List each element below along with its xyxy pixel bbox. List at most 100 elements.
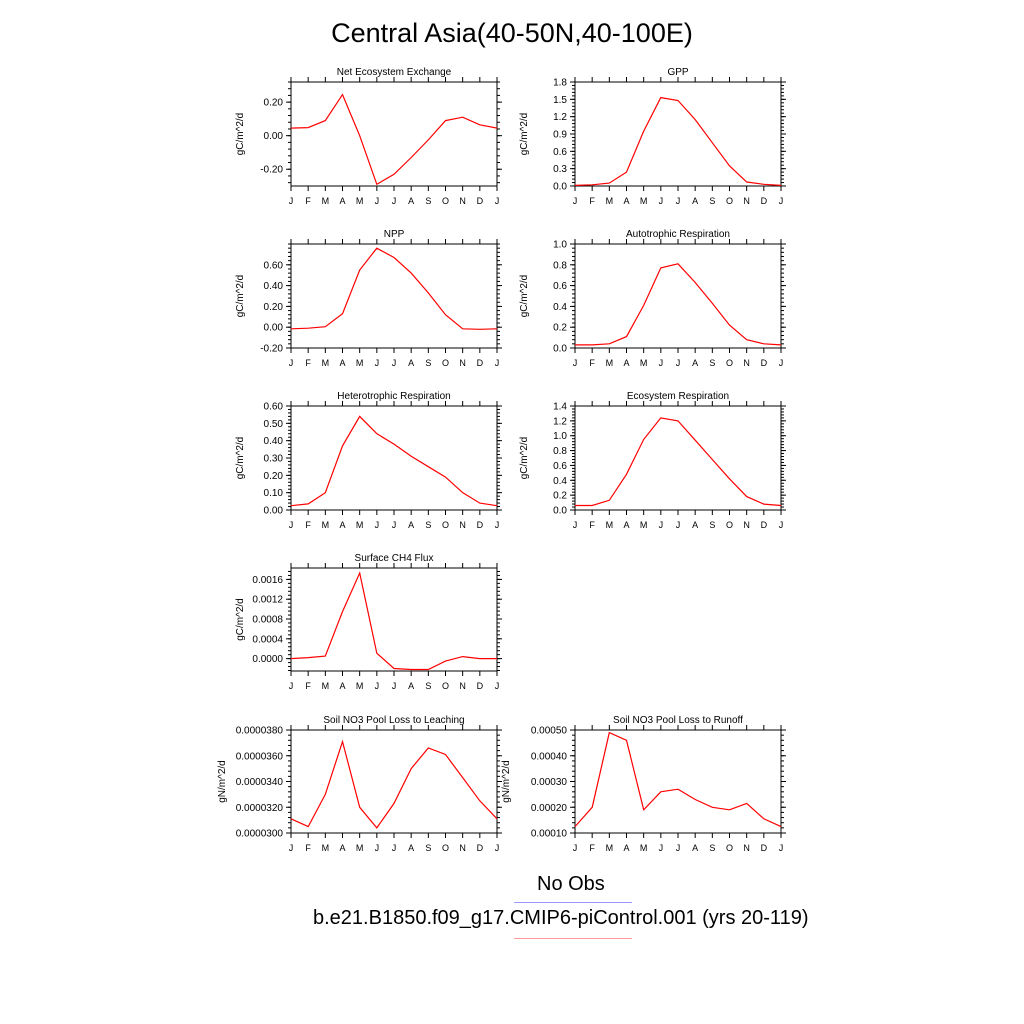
x-tick-label: A xyxy=(692,843,698,853)
y-tick-label: 0.60 xyxy=(264,402,284,413)
figure-title: Central Asia(40-50N,40-100E) xyxy=(331,18,693,48)
y-tick-label: 0.40 xyxy=(264,281,284,292)
x-tick-label: J xyxy=(676,196,681,206)
x-tick-label: J xyxy=(573,358,578,368)
y-tick-label: 0.0000360 xyxy=(236,751,284,762)
y-axis-label: gC/m^2/d xyxy=(519,113,530,156)
y-axis-label: gC/m^2/d xyxy=(519,437,530,480)
y-tick-label: 0.6 xyxy=(553,281,567,292)
x-tick-label: A xyxy=(339,681,345,691)
series-line-0 xyxy=(574,96,782,186)
x-tick-label: J xyxy=(573,520,578,530)
y-axis-label: gC/m^2/d xyxy=(235,437,246,480)
series-line-0 xyxy=(290,93,498,186)
plot-frame xyxy=(574,243,782,349)
x-tick-label: M xyxy=(640,196,648,206)
x-tick-label: J xyxy=(676,843,681,853)
x-tick-label: J xyxy=(392,681,397,691)
x-tick-label: A xyxy=(623,196,629,206)
x-tick-label: M xyxy=(606,196,614,206)
y-tick-label: 0.00020 xyxy=(531,803,568,814)
x-tick-label: A xyxy=(692,358,698,368)
y-tick-label: 0.20 xyxy=(264,98,284,109)
y-tick-label: 0.10 xyxy=(264,488,284,499)
x-tick-label: O xyxy=(442,358,449,368)
y-axis-label: gC/m^2/d xyxy=(519,275,530,318)
x-tick-label: M xyxy=(356,196,364,206)
panel-title: Surface CH4 Flux xyxy=(355,553,434,564)
panel-title: Heterotrophic Respiration xyxy=(337,391,450,402)
x-tick-label: J xyxy=(659,520,664,530)
y-tick-label: -0.20 xyxy=(260,165,283,176)
x-tick-label: D xyxy=(761,358,768,368)
x-tick-label: A xyxy=(623,358,629,368)
x-tick-label: N xyxy=(743,843,750,853)
x-tick-label: N xyxy=(459,358,466,368)
y-tick-label: 0.4 xyxy=(553,302,567,313)
x-tick-label: J xyxy=(289,681,294,691)
panel-3: J F M A M J J A S O N D J0.00.20.40.60.81.0Autotroph… xyxy=(519,229,786,368)
x-tick-label: J xyxy=(779,358,784,368)
x-tick-label: O xyxy=(442,843,449,853)
x-tick-label: D xyxy=(477,196,484,206)
x-tick-label: J xyxy=(392,843,397,853)
y-axis-label: gC/m^2/d xyxy=(235,113,246,156)
x-tick-label: F xyxy=(589,520,595,530)
panel-title: GPP xyxy=(667,67,688,78)
x-tick-label: J xyxy=(659,358,664,368)
y-axis-label: gC/m^2/d xyxy=(235,598,246,641)
x-tick-label: F xyxy=(305,196,311,206)
panel-2: J F M A M J J A S O N D J-0.200.000.200.400.60NPPgC/… xyxy=(235,229,502,368)
y-tick-label: 0.00 xyxy=(264,506,284,517)
x-tick-label: J xyxy=(659,843,664,853)
x-tick-label: D xyxy=(761,843,768,853)
y-tick-label: 0.0 xyxy=(553,344,567,355)
x-tick-label: J xyxy=(375,196,380,206)
x-tick-label: F xyxy=(305,520,311,530)
y-tick-label: 0.2 xyxy=(553,491,567,502)
x-tick-label: S xyxy=(425,520,431,530)
series-line-0 xyxy=(290,571,497,671)
series-line-0 xyxy=(290,739,498,829)
x-tick-label: F xyxy=(589,843,595,853)
y-tick-label: 1.0 xyxy=(553,431,567,442)
legend-line-model xyxy=(514,938,632,939)
x-tick-label: O xyxy=(442,520,449,530)
plot-frame xyxy=(290,81,498,187)
x-tick-label: J xyxy=(392,196,397,206)
y-tick-label: 0.00 xyxy=(264,131,284,142)
x-tick-label: N xyxy=(743,196,750,206)
panel-8: J F M A M J J A S O N D J0.000100.000200.000300.0004… xyxy=(501,715,786,853)
x-tick-label: J xyxy=(659,196,664,206)
y-tick-label: 0.0 xyxy=(553,506,567,517)
x-tick-label: O xyxy=(726,843,733,853)
y-tick-label: 1.0 xyxy=(553,240,567,251)
y-tick-label: -0.20 xyxy=(260,344,283,355)
y-tick-label: 0.8 xyxy=(553,446,567,457)
panel-1: J F M A M J J A S O N D J0.00.30.60.91.21.51.8GPPgC/… xyxy=(519,67,786,206)
y-tick-label: 0.0000 xyxy=(252,654,283,665)
x-tick-label: M xyxy=(356,843,364,853)
y-axis-label: gN/m^2/d xyxy=(501,760,512,803)
series-line-0 xyxy=(575,263,782,346)
x-tick-label: M xyxy=(322,196,330,206)
x-tick-label: M xyxy=(322,681,330,691)
y-tick-label: 0.9 xyxy=(553,130,567,141)
x-tick-label: A xyxy=(692,520,698,530)
series-line-0 xyxy=(574,731,782,828)
panel-title: Soil NO3 Pool Loss to Runoff xyxy=(613,715,743,726)
x-tick-label: N xyxy=(459,196,466,206)
y-tick-label: 0.20 xyxy=(264,471,284,482)
legend-line-obs xyxy=(514,902,632,903)
x-tick-label: A xyxy=(692,196,698,206)
y-tick-label: 0.0000340 xyxy=(236,777,284,788)
series-line-0 xyxy=(575,417,782,507)
x-tick-label: F xyxy=(305,843,311,853)
x-tick-label: J xyxy=(289,520,294,530)
x-tick-label: D xyxy=(761,196,768,206)
panel-title: Net Ecosystem Exchange xyxy=(337,67,452,78)
x-tick-label: O xyxy=(442,196,449,206)
plot-frame xyxy=(574,81,782,187)
